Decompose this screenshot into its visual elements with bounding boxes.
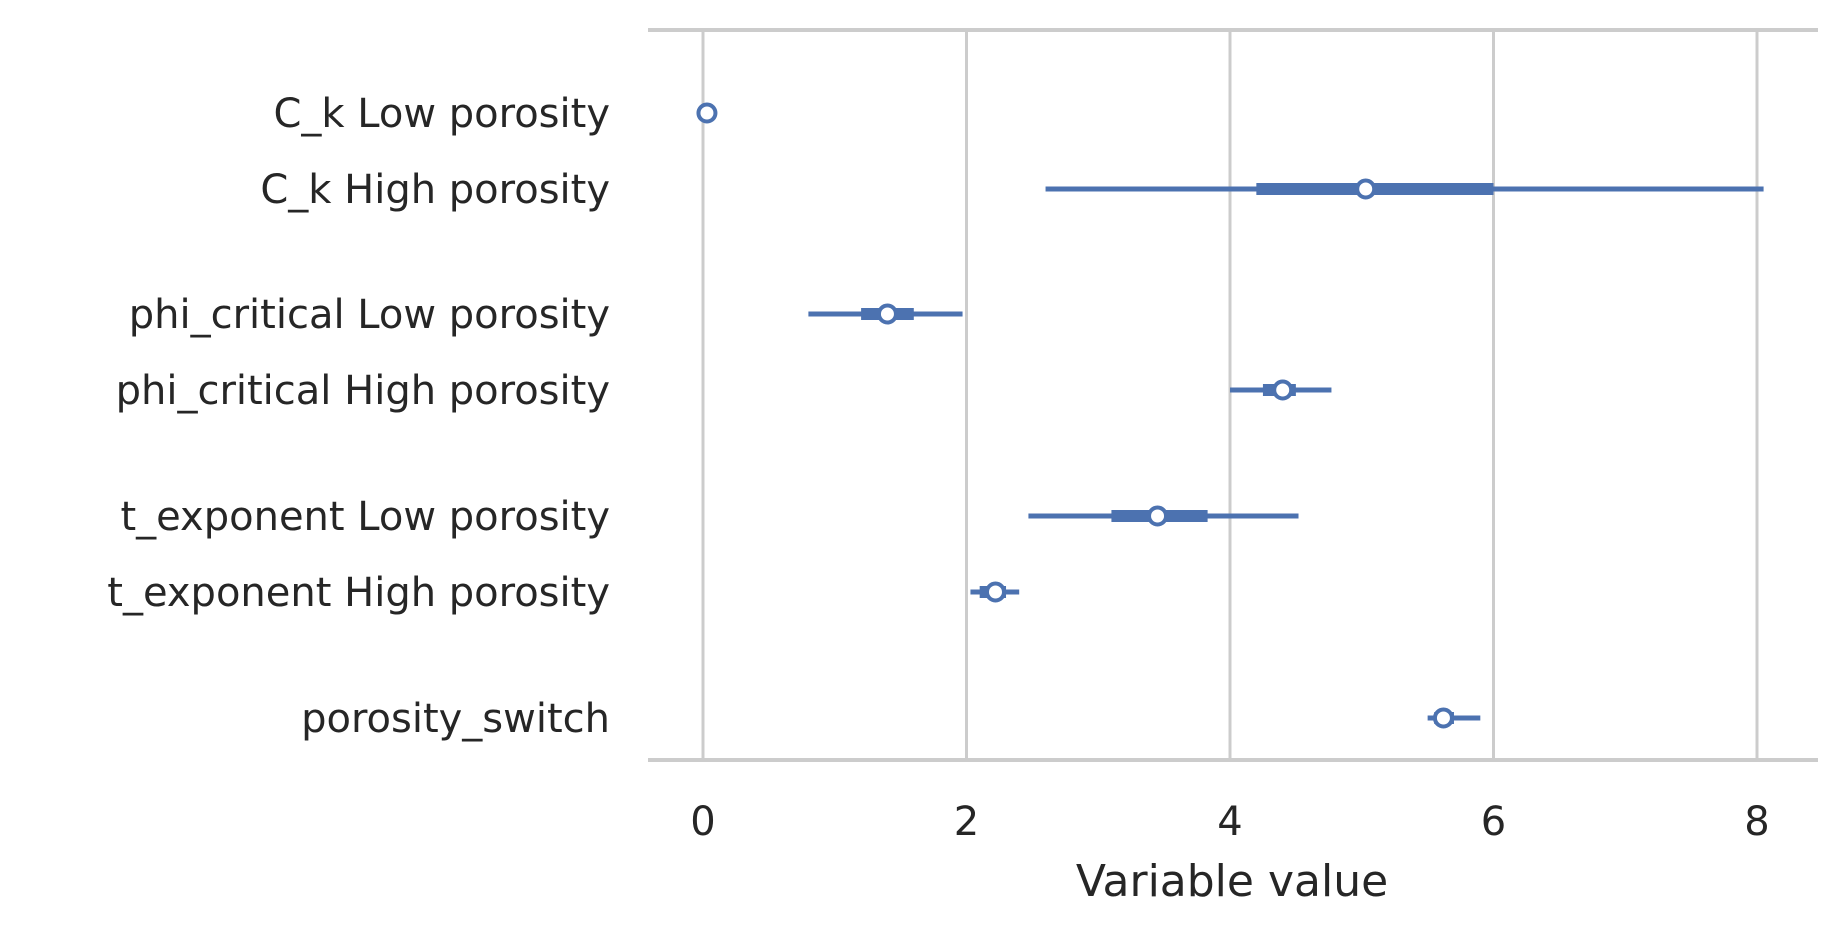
row-6 xyxy=(1427,707,1481,729)
x-tick-label-2: 4 xyxy=(1217,799,1242,845)
x-tick-label-3: 6 xyxy=(1481,799,1506,845)
row-2 xyxy=(808,303,963,325)
x-axis-label: Variable value xyxy=(1076,856,1388,907)
x-tick-labels: 0 2 4 6 8 xyxy=(690,799,1769,845)
x-tick-label-1: 2 xyxy=(954,799,979,845)
grid-lines xyxy=(701,30,1759,760)
row-4 xyxy=(1028,505,1299,527)
category-labels: C_k Low porosity C_k High porosity phi_cri… xyxy=(107,91,610,742)
median-point-3 xyxy=(1272,379,1294,401)
row-0 xyxy=(696,102,718,124)
category-label-4: t_exponent Low porosity xyxy=(120,494,610,540)
axis-spines xyxy=(648,28,1818,762)
category-label-1: C_k High porosity xyxy=(260,167,610,213)
category-label-2: phi_critical Low porosity xyxy=(129,292,610,338)
x-tick-label-0: 0 xyxy=(690,799,715,845)
category-label-5: t_exponent High porosity xyxy=(107,570,610,616)
median-point-2 xyxy=(876,303,898,325)
category-label-0: C_k Low porosity xyxy=(273,91,610,137)
row-3 xyxy=(1230,379,1332,401)
row-1 xyxy=(1045,178,1764,200)
median-point-0 xyxy=(696,102,718,124)
median-point-5 xyxy=(984,581,1006,603)
category-label-3: phi_critical High porosity xyxy=(116,368,610,414)
row-5 xyxy=(970,581,1020,603)
category-label-6: porosity_switch xyxy=(301,696,610,742)
median-point-1 xyxy=(1355,178,1377,200)
x-tick-label-4: 8 xyxy=(1744,799,1769,845)
median-point-6 xyxy=(1432,707,1454,729)
data-series xyxy=(696,102,1764,729)
median-point-4 xyxy=(1147,505,1169,527)
